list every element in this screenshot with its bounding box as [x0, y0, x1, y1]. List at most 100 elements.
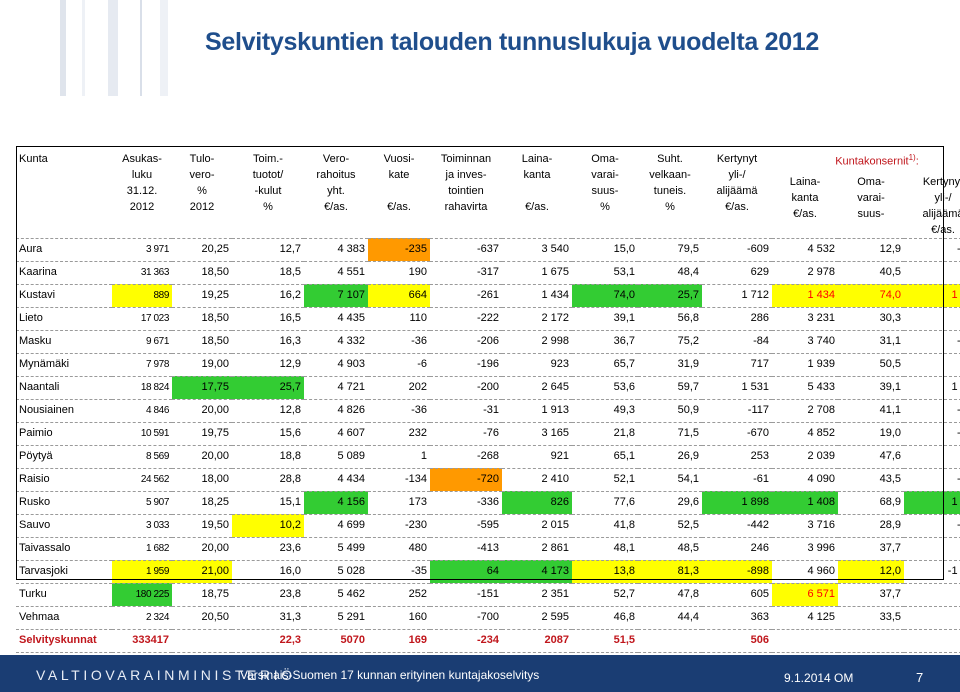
table-cell: 1 913: [502, 399, 572, 423]
table-cell: 18,8: [232, 445, 304, 469]
column-header-line: kanta: [791, 191, 819, 204]
table-cell: 16,0: [232, 560, 304, 584]
table-cell: -720: [430, 468, 502, 492]
table-cell: 173: [368, 491, 430, 515]
table-cell: 2 998: [502, 330, 572, 354]
table-row: Paimio 10 591 19,75 15,6 4 607 232 -76 3 165 21,…: [16, 422, 960, 446]
table-cell: 31,1: [838, 330, 904, 354]
table-cell: -317: [430, 261, 502, 285]
column-header-line: varai-: [591, 169, 619, 181]
table-cell: -31: [430, 399, 502, 423]
table-cell: 5070: [304, 629, 368, 653]
table-cell: -1 013: [904, 560, 960, 584]
table-cell: 2087: [502, 629, 572, 653]
table-cell: 54,1: [638, 468, 702, 492]
column-header-line: Asukas-: [122, 153, 162, 165]
table-cell: 2 978: [772, 261, 838, 285]
table-cell: 51,5: [572, 629, 638, 653]
municipal-finance-table: Kunta Asukas-luku 31.12. 2012 Tulo-vero-% 201…: [16, 146, 960, 676]
table-cell: 39,1: [838, 376, 904, 400]
table-cell: 15,1: [232, 491, 304, 515]
column-header-line: suus-: [857, 207, 885, 220]
table-cell: 15,0: [572, 238, 638, 262]
table-cell: 65,7: [572, 353, 638, 377]
table-cell: 65,1: [572, 445, 638, 469]
table-cell: 23,8: [232, 583, 304, 607]
table-cell: 46,8: [572, 606, 638, 630]
municipality-name: Vehmaa: [16, 606, 112, 630]
table-cell: 75,2: [638, 330, 702, 354]
table-cell: 29,6: [638, 491, 702, 515]
table-cell: 1 531: [702, 376, 772, 400]
table-cell: 77,6: [572, 491, 638, 515]
table-cell: 19,25: [172, 284, 232, 308]
table-cell: 10 591: [112, 422, 172, 446]
table-cell: 2 351: [502, 583, 572, 607]
table-cell: 717: [702, 353, 772, 377]
table-cell: 921: [502, 445, 572, 469]
table-cell: 1 712: [702, 284, 772, 308]
table-cell: 64: [430, 560, 502, 584]
header-spacer: [0, 96, 960, 140]
table-cell: -36: [368, 330, 430, 354]
municipality-name: Naantali: [16, 376, 112, 400]
table-cell: 4 173: [502, 560, 572, 584]
column-header-line: €/as.: [525, 201, 549, 213]
header-decoration: [0, 0, 185, 96]
column-header: Oma-varai-suus-: [838, 168, 904, 239]
column-header-line: Kunta: [19, 153, 48, 165]
table-cell: 16,3: [232, 330, 304, 354]
table-cell: 2 039: [772, 445, 838, 469]
table-cell: 12,0: [838, 560, 904, 584]
municipality-name: Mynämäki: [16, 353, 112, 377]
table-row: Rusko 5 907 18,25 15,1 4 156 173 -336 826 77,6 29…: [16, 491, 960, 515]
summary-row: Selvityskunnat 333417 22,3 5070 169 -234 2087 5…: [16, 629, 960, 653]
table-cell: 25,7: [638, 284, 702, 308]
table-cell: 48,4: [638, 261, 702, 285]
table-cell: 4 156: [304, 491, 368, 515]
table-cell: -117: [702, 399, 772, 423]
column-header-line: tointien: [448, 185, 484, 197]
summary-name: Selvityskunnat: [16, 629, 112, 653]
table-row: Kaarina 31 363 18,50 18,5 4 551 190 -317 1 675 5…: [16, 261, 960, 285]
table-row: Naantali 18 824 17,75 25,7 4 721 202 -200 2 645…: [16, 376, 960, 400]
table-cell: 232: [904, 307, 960, 331]
table-cell: 20,00: [172, 537, 232, 561]
table-cell: -61: [702, 468, 772, 492]
column-header-row: Laina-kanta €/as. Oma-varai-suus- Kertynyt y…: [16, 168, 960, 239]
column-header-line: tuotot/: [252, 169, 284, 181]
column-header-line: €/as.: [387, 201, 411, 213]
table-cell: 9 671: [112, 330, 172, 354]
table-cell: 41,8: [572, 514, 638, 538]
municipality-name: Rusko: [16, 491, 112, 515]
municipality-name: Lieto: [16, 307, 112, 331]
municipality-name: Turku: [16, 583, 112, 607]
table-cell: [172, 629, 232, 653]
table-cell: 18,50: [172, 307, 232, 331]
table-cell: 4 846: [112, 399, 172, 423]
table-cell: 12,9: [232, 353, 304, 377]
column-header: Toim.- tuotot/ -kulut%: [232, 146, 304, 239]
table-cell: 1 830: [904, 491, 960, 515]
table-cell: 18 824: [112, 376, 172, 400]
column-header-line: rahavirta: [444, 201, 488, 213]
table-cell: -6: [368, 353, 430, 377]
table-cell: -230: [368, 514, 430, 538]
table-cell: 246: [702, 537, 772, 561]
table-cell: 169: [368, 629, 430, 653]
column-header-line: alijäämä: [716, 185, 758, 197]
column-header-line: luku: [131, 169, 153, 181]
table-cell: 333417: [112, 629, 172, 653]
table-cell: 4 532: [772, 238, 838, 262]
table-cell: 5 291: [304, 606, 368, 630]
municipality-name: Kaarina: [16, 261, 112, 285]
table-cell: 52,7: [572, 583, 638, 607]
column-header: Kunta: [16, 146, 112, 239]
table-cell: 19,50: [172, 514, 232, 538]
table-cell: -151: [430, 583, 502, 607]
table-cell: 17,75: [172, 376, 232, 400]
table-cell: 16,2: [232, 284, 304, 308]
table-cell: 28,9: [838, 514, 904, 538]
table-cell: 4 435: [304, 307, 368, 331]
table-cell: 2 595: [502, 606, 572, 630]
